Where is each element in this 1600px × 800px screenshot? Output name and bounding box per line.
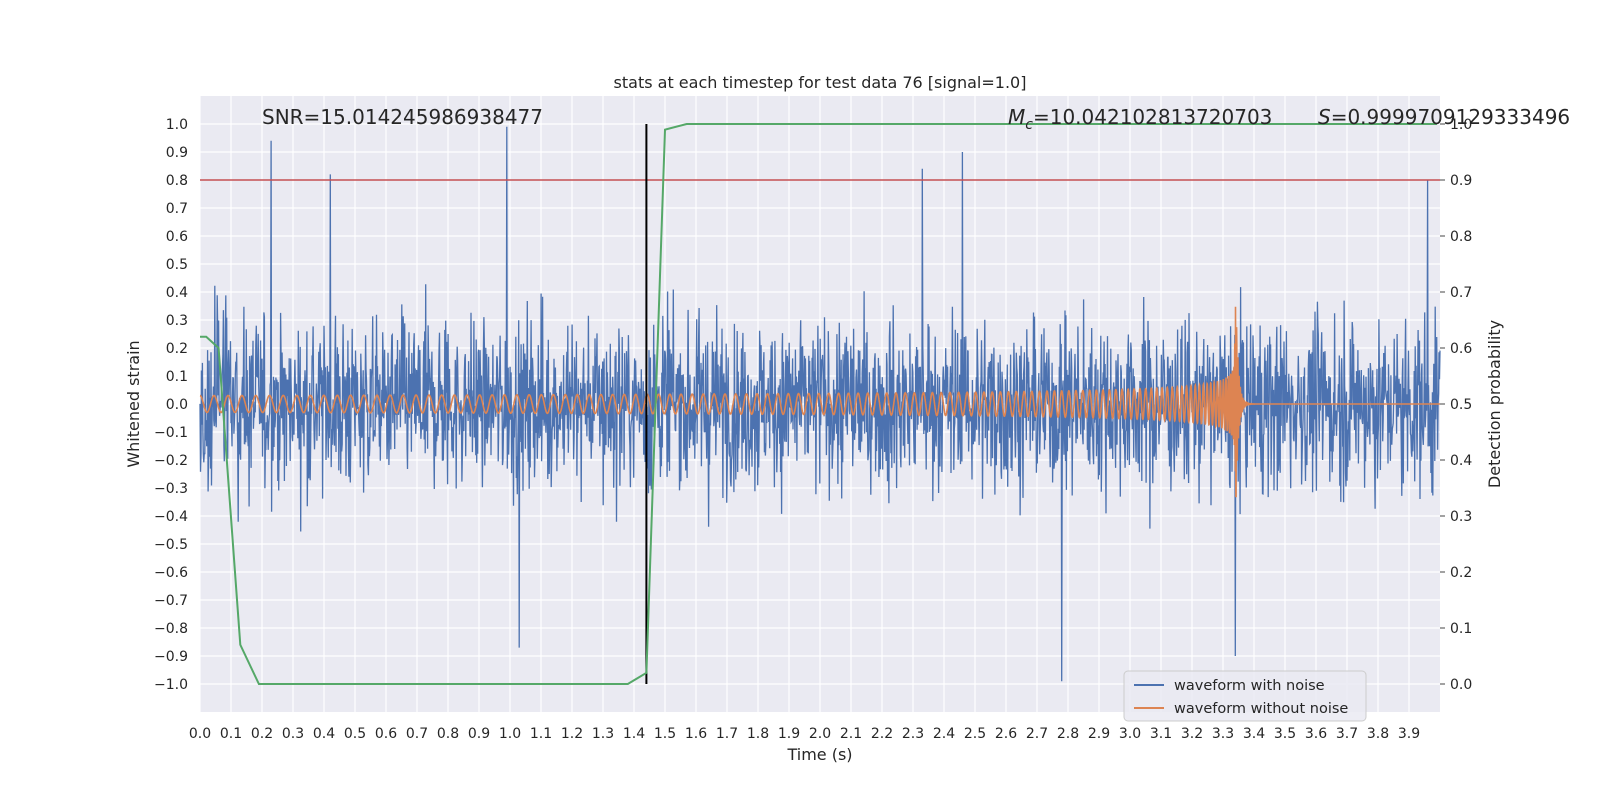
y-tick-label: 0.4 <box>166 285 188 301</box>
x-tick-label: 2.8 <box>1057 726 1079 742</box>
mc-subscript: c <box>1025 117 1033 133</box>
x-tick-label: 0.9 <box>468 726 490 742</box>
x-tick-label: 3.7 <box>1336 726 1358 742</box>
chirp-mass-annotation: Mc=10.042102813720703 <box>1008 105 1272 133</box>
x-tick-label: 1.7 <box>716 726 738 742</box>
x-tick-label: 1.2 <box>561 726 583 742</box>
y2-tick-label: 0.6 <box>1450 341 1472 357</box>
y2-tick-label: 0.8 <box>1450 229 1472 245</box>
legend: waveform with noise waveform without noi… <box>1123 670 1367 722</box>
x-tick-label: 3.6 <box>1305 726 1327 742</box>
s-value: =0.9999709129333496 <box>1331 105 1570 129</box>
x-tick-label: 2.2 <box>871 726 893 742</box>
y-tick-label: 0.1 <box>166 369 188 385</box>
y-tick-label: 0.7 <box>166 201 188 217</box>
x-tick-label: 0.8 <box>437 726 459 742</box>
x-tick-label: 0.6 <box>375 726 397 742</box>
y-tick-label: 0.0 <box>166 397 188 413</box>
x-tick-label: 0.5 <box>344 726 366 742</box>
y-axis-label: Whitened strain <box>124 340 143 467</box>
legend-label-noise: waveform with noise <box>1174 678 1325 694</box>
mc-symbol: M <box>1008 105 1025 129</box>
x-tick-label: 3.2 <box>1181 726 1203 742</box>
x-tick-label: 2.9 <box>1088 726 1110 742</box>
y2-tick-label: 0.2 <box>1450 565 1472 581</box>
y2-tick-label: 0.9 <box>1450 173 1472 189</box>
x-tick-label: 0.0 <box>189 726 211 742</box>
x-tick-label: 1.8 <box>747 726 769 742</box>
legend-box <box>1123 670 1367 722</box>
x-tick-label: 3.3 <box>1212 726 1234 742</box>
x-tick-label: 1.1 <box>530 726 552 742</box>
y-tick-label: 0.2 <box>166 341 188 357</box>
y-tick-label: −0.8 <box>154 621 188 637</box>
y-tick-label: 0.6 <box>166 229 188 245</box>
y-tick-label: −0.9 <box>154 649 188 665</box>
series-layer <box>199 123 1441 685</box>
y-tick-label: −0.6 <box>154 565 188 581</box>
series-waveform-without-noise <box>199 306 1440 498</box>
x-tick-label: 1.4 <box>623 726 645 742</box>
y2-tick-label: 0.7 <box>1450 285 1472 301</box>
x-tick-label: 0.1 <box>220 726 242 742</box>
x-tick-label: 0.3 <box>282 726 304 742</box>
y-tick-label: −0.7 <box>154 593 188 609</box>
y-tick-label: −0.3 <box>154 481 188 497</box>
x-tick-label: 2.6 <box>995 726 1017 742</box>
y-tick-label: −0.5 <box>154 537 188 553</box>
y-tick-label: 0.9 <box>166 145 188 161</box>
x-tick-label: 2.7 <box>1026 726 1048 742</box>
y2-axis-label: Detection probability <box>1485 320 1504 488</box>
x-tick-label: 3.9 <box>1398 726 1420 742</box>
x-axis-label: Time (s) <box>786 745 852 764</box>
score-annotation: S=0.9999709129333496 <box>1318 105 1570 129</box>
x-tick-label: 0.4 <box>313 726 335 742</box>
y2-tick-label: 1.0 <box>1450 117 1472 133</box>
y-tick-label: 0.5 <box>166 257 188 273</box>
x-tick-label: 3.4 <box>1243 726 1265 742</box>
x-tick-label: 2.0 <box>809 726 831 742</box>
y2-tick-label: 0.3 <box>1450 509 1472 525</box>
x-tick-label: 3.0 <box>1119 726 1141 742</box>
y2-tick-label: 0.4 <box>1450 453 1472 469</box>
x-tick-label: 2.3 <box>902 726 924 742</box>
x-tick-label: 1.6 <box>685 726 707 742</box>
y-tick-label: −0.4 <box>154 509 188 525</box>
y-tick-label: −0.2 <box>154 453 188 469</box>
chart-title: stats at each timestep for test data 76 … <box>614 73 1027 92</box>
x-tick-label: 0.2 <box>251 726 273 742</box>
x-tick-label: 1.9 <box>778 726 800 742</box>
s-symbol: S <box>1318 105 1331 129</box>
y-tick-label: 0.3 <box>166 313 188 329</box>
y2-tick-label: 0.5 <box>1450 397 1472 413</box>
x-tick-label: 2.4 <box>933 726 955 742</box>
x-tick-label: 1.5 <box>654 726 676 742</box>
y2-tick-label: 0.1 <box>1450 621 1472 637</box>
x-tick-label: 3.5 <box>1274 726 1296 742</box>
snr-annotation: SNR=15.014245986938477 <box>262 105 543 129</box>
legend-label-clean: waveform without noise <box>1174 701 1348 717</box>
x-tick-label: 1.0 <box>499 726 521 742</box>
x-tick-label: 1.3 <box>592 726 614 742</box>
x-tick-label: 2.5 <box>964 726 986 742</box>
y2-tick-label: 0.0 <box>1450 677 1472 693</box>
y-tick-label: −1.0 <box>154 677 188 693</box>
y-tick-label: 0.8 <box>166 173 188 189</box>
x-tick-label: 3.8 <box>1367 726 1389 742</box>
tick-layer: 0.0 0.1 0.2 0.3 0.4 0.5 0.6 0.7 0.8 0.9 1.0 1.1 1.2 1… <box>154 117 1472 742</box>
series-detection-probability <box>200 123 1437 685</box>
y-tick-label: 1.0 <box>166 117 188 133</box>
x-tick-label: 2.1 <box>840 726 862 742</box>
y-tick-label: −0.1 <box>154 425 188 441</box>
x-tick-label: 3.1 <box>1150 726 1172 742</box>
mc-value: =10.042102813720703 <box>1033 105 1272 129</box>
x-tick-label: 0.7 <box>406 726 428 742</box>
